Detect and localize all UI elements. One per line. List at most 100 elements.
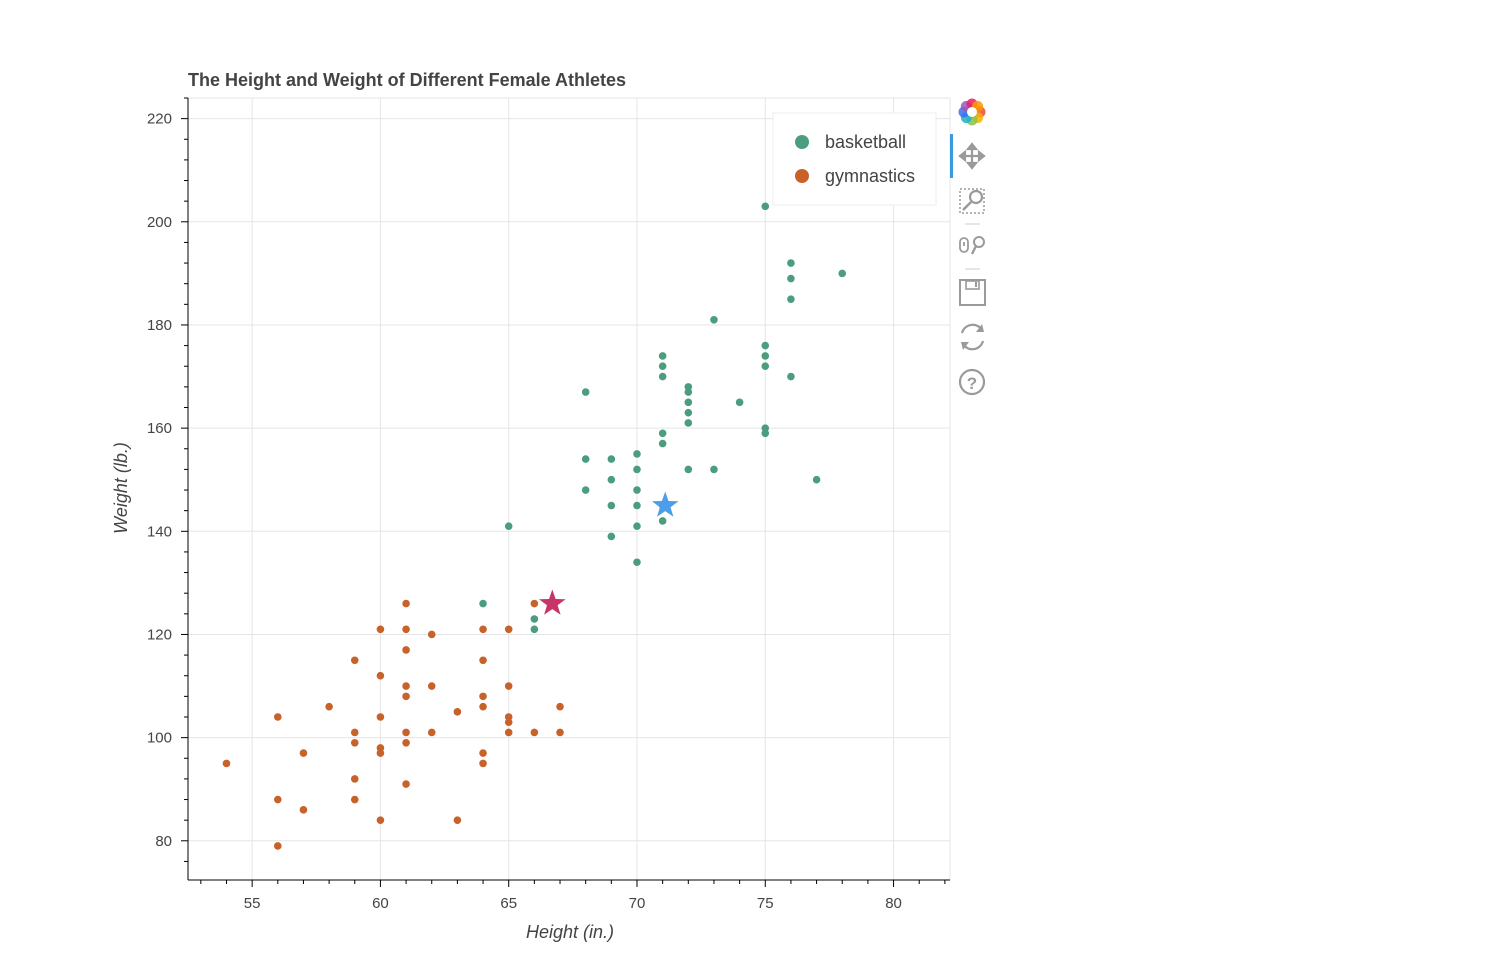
x-tick-label: 55 [244, 895, 261, 912]
gymnastics-point [504, 625, 513, 634]
gymnastics-point [376, 625, 385, 634]
gymnastics-point [350, 775, 359, 783]
y-tick-label: 220 [147, 111, 172, 128]
basketball-point [530, 615, 539, 623]
legend-box [772, 112, 937, 206]
x-tick-label: 65 [500, 895, 517, 912]
save-tool-icon[interactable] [959, 279, 986, 306]
gymnastics-point [402, 728, 410, 737]
gymnastics-point [376, 749, 385, 757]
gymnastics-point [273, 713, 282, 721]
gymnastics-point [299, 806, 308, 814]
gymnastics-point [402, 682, 410, 690]
gymnastics-point [273, 842, 282, 850]
pan-tool-icon[interactable] [958, 142, 986, 170]
gymnastics-point [222, 759, 231, 768]
gymnastics-point [479, 692, 487, 701]
x-axis-label: Height (in.) [526, 922, 614, 942]
y-tick-label: 180 [147, 317, 172, 334]
gymnastics-point [376, 816, 385, 824]
basketball-point [761, 341, 770, 350]
y-tick-label: 200 [147, 214, 172, 231]
gymnastics-point [402, 780, 410, 788]
gymnastics-point [350, 656, 359, 665]
data-points [222, 202, 847, 850]
basketball-point [684, 465, 693, 474]
basketball-point [607, 475, 616, 484]
axes: 55 60 65 70 75 80 80 100 120 140 160 180 200 220 [147, 97, 950, 912]
grid [187, 97, 951, 881]
gymnastics-point [273, 795, 282, 804]
reset-tool-icon[interactable] [960, 323, 985, 351]
gymnastics-point [402, 738, 410, 747]
y-tick-label: 140 [147, 523, 172, 540]
gymnastics-point [504, 718, 513, 726]
basketball-point [787, 372, 795, 381]
wheel-zoom-tool-icon[interactable] [959, 236, 985, 270]
gymnastics-point [479, 625, 487, 634]
gymnastics-point [504, 682, 513, 690]
gymnastics-point [556, 728, 564, 737]
basketball-point [710, 465, 718, 474]
basketball-point [838, 269, 847, 278]
gymnastics-point [504, 728, 513, 737]
basketball-point [658, 372, 667, 381]
chart-title: The Height and Weight of Different Femal… [188, 70, 626, 90]
basketball-point [684, 388, 693, 396]
highlight-star [539, 589, 566, 615]
gymnastics-point [350, 728, 359, 737]
basketball-point [530, 625, 539, 634]
legend-swatch-basketball [795, 135, 809, 149]
gymnastics-point [453, 816, 462, 824]
box-zoom-tool-icon[interactable] [959, 188, 985, 225]
gymnastics-point [479, 759, 487, 768]
basketball-point [684, 419, 693, 427]
basketball-point [633, 522, 641, 530]
gymnastics-point [350, 795, 359, 804]
gymnastics-point [376, 713, 385, 721]
basketball-point [658, 362, 667, 371]
basketball-point [710, 316, 718, 324]
x-tick-label: 75 [757, 895, 774, 912]
y-tick-label: 100 [147, 730, 172, 747]
highlight-markers [539, 491, 679, 615]
basketball-point [633, 465, 641, 474]
gymnastics-point [299, 749, 308, 757]
basketball-point [504, 522, 513, 530]
basketball-point [684, 408, 693, 417]
y-axis-label: Weight (lb.) [111, 442, 131, 534]
bokeh-logo-icon [958, 98, 986, 126]
gymnastics-point [402, 599, 410, 608]
basketball-point [761, 362, 770, 371]
legend-label-gymnastics: gymnastics [825, 166, 915, 186]
gymnastics-point [530, 599, 539, 608]
basketball-point [658, 517, 667, 525]
gymnastics-point [376, 671, 385, 680]
basketball-point [581, 455, 590, 463]
basketball-point [633, 558, 641, 567]
highlight-star [651, 491, 679, 517]
basketball-point [581, 388, 590, 396]
basketball-point [633, 450, 641, 458]
x-tick-label: 70 [629, 895, 646, 912]
y-tick-label: 120 [147, 626, 172, 643]
basketball-point [761, 352, 770, 360]
basketball-point [787, 259, 795, 267]
basketball-point [787, 295, 795, 303]
gymnastics-point [479, 749, 487, 757]
x-tick-label: 60 [372, 895, 389, 912]
active-tool-indicator [950, 134, 953, 178]
basketball-point [812, 475, 821, 484]
gymnastics-point [402, 692, 410, 701]
gymnastics-point [530, 728, 539, 737]
x-tick-label: 80 [885, 895, 902, 912]
basketball-point [684, 398, 693, 407]
basketball-point [658, 429, 667, 438]
gymnastics-point [325, 702, 333, 711]
plot-frame [187, 97, 951, 881]
help-tool-icon[interactable]: ? [958, 368, 986, 396]
gymnastics-point [453, 708, 462, 716]
basketball-point [607, 532, 616, 541]
